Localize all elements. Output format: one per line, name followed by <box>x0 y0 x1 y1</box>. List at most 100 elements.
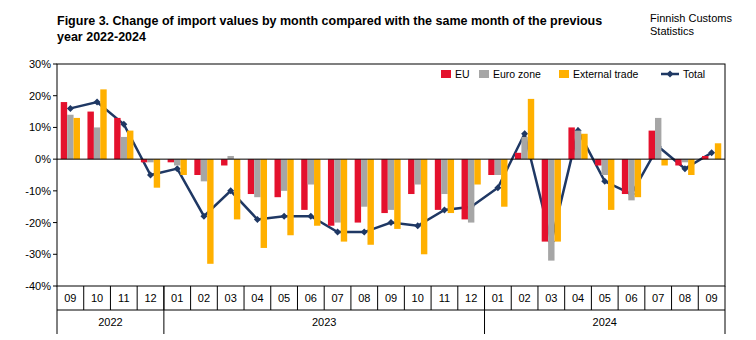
bar <box>388 159 394 210</box>
category-separator <box>190 286 191 310</box>
line-marker <box>494 184 501 191</box>
category-separator <box>431 286 432 310</box>
bar <box>367 159 373 245</box>
bar <box>207 159 213 264</box>
y-tick-label: 10% <box>29 121 51 133</box>
bar <box>254 159 260 197</box>
legend-swatch <box>559 70 569 78</box>
x-tick-label: 10 <box>412 292 424 304</box>
line-marker <box>147 172 154 179</box>
year-label: 2024 <box>593 316 617 328</box>
bar <box>261 159 267 248</box>
x-tick-label: 05 <box>599 292 611 304</box>
year-label: 2023 <box>312 316 336 328</box>
x-tick-label: 03 <box>545 292 557 304</box>
bar <box>248 159 254 194</box>
bar <box>314 159 320 226</box>
x-tick-label: 06 <box>305 292 317 304</box>
legend-swatch <box>667 71 674 78</box>
x-tick-label: 11 <box>118 292 129 304</box>
bar <box>341 159 347 241</box>
x-tick-label: 04 <box>572 292 584 304</box>
bar <box>462 159 468 219</box>
bar <box>441 159 447 194</box>
bar <box>74 118 80 159</box>
category-separator <box>270 286 271 310</box>
bar <box>121 137 127 159</box>
bar <box>608 159 614 210</box>
category-separator <box>644 286 645 310</box>
bar <box>381 159 387 213</box>
category-separator <box>83 286 84 310</box>
zero-line <box>57 159 725 160</box>
line-marker <box>441 206 448 213</box>
x-tick-label: 09 <box>385 292 397 304</box>
bar <box>542 159 548 241</box>
line-marker <box>94 99 101 106</box>
x-tick-label: 02 <box>198 292 210 304</box>
bar <box>275 159 281 197</box>
line-marker <box>307 213 314 220</box>
y-tick-label: 30% <box>29 58 51 70</box>
bar <box>415 159 421 184</box>
bar <box>548 159 554 260</box>
bar <box>201 159 207 181</box>
y-tick <box>53 254 57 255</box>
legend-swatch <box>441 70 451 78</box>
x-tick-label: 08 <box>358 292 370 304</box>
year-separator <box>484 286 485 334</box>
line-marker <box>334 229 341 236</box>
x-tick-label: 02 <box>518 292 530 304</box>
bar <box>649 131 655 160</box>
y-tick <box>53 222 57 223</box>
bar <box>394 159 400 229</box>
category-separator <box>671 286 672 310</box>
category-separator <box>404 286 405 310</box>
axis-row-line <box>57 310 725 311</box>
bar <box>575 131 581 160</box>
x-tick-label: 01 <box>171 292 183 304</box>
bar <box>661 159 667 165</box>
bar <box>435 159 441 210</box>
category-separator <box>537 286 538 310</box>
chart: -40%-30%-20%-10%0%10%20%30%0910111201020… <box>0 0 756 340</box>
line-marker <box>681 165 688 172</box>
bar <box>521 137 527 159</box>
category-separator <box>457 286 458 310</box>
line-marker <box>67 105 74 112</box>
bar <box>308 159 314 184</box>
y-tick-label: -30% <box>25 248 51 260</box>
y-tick-label: 0% <box>35 153 51 165</box>
plot-marks <box>67 99 715 246</box>
bar <box>328 159 334 226</box>
source-note: Finnish Customs Statistics <box>650 12 750 38</box>
line-marker <box>708 149 715 156</box>
y-tick <box>53 190 57 191</box>
bar <box>474 159 480 184</box>
bar <box>67 115 73 159</box>
bar <box>194 159 200 175</box>
y-tick <box>53 159 57 160</box>
bar <box>61 102 67 159</box>
category-separator <box>618 286 619 310</box>
line-marker <box>601 178 608 185</box>
bar <box>94 127 100 159</box>
y-tick <box>53 127 57 128</box>
line-marker <box>227 187 234 194</box>
legend-swatch <box>479 70 489 78</box>
category-separator <box>217 286 218 310</box>
line-marker <box>414 222 421 229</box>
bar <box>301 159 307 210</box>
x-tick-label: 04 <box>251 292 263 304</box>
bar <box>154 159 160 188</box>
x-tick-label: 05 <box>278 292 290 304</box>
line-marker <box>281 213 288 220</box>
x-tick-label: 09 <box>64 292 76 304</box>
bar <box>468 159 474 222</box>
bar <box>515 153 521 159</box>
legend-label: External trade <box>573 68 639 80</box>
bar <box>495 159 501 175</box>
category-separator <box>297 286 298 310</box>
category-separator <box>110 286 111 310</box>
category-separator <box>377 286 378 310</box>
